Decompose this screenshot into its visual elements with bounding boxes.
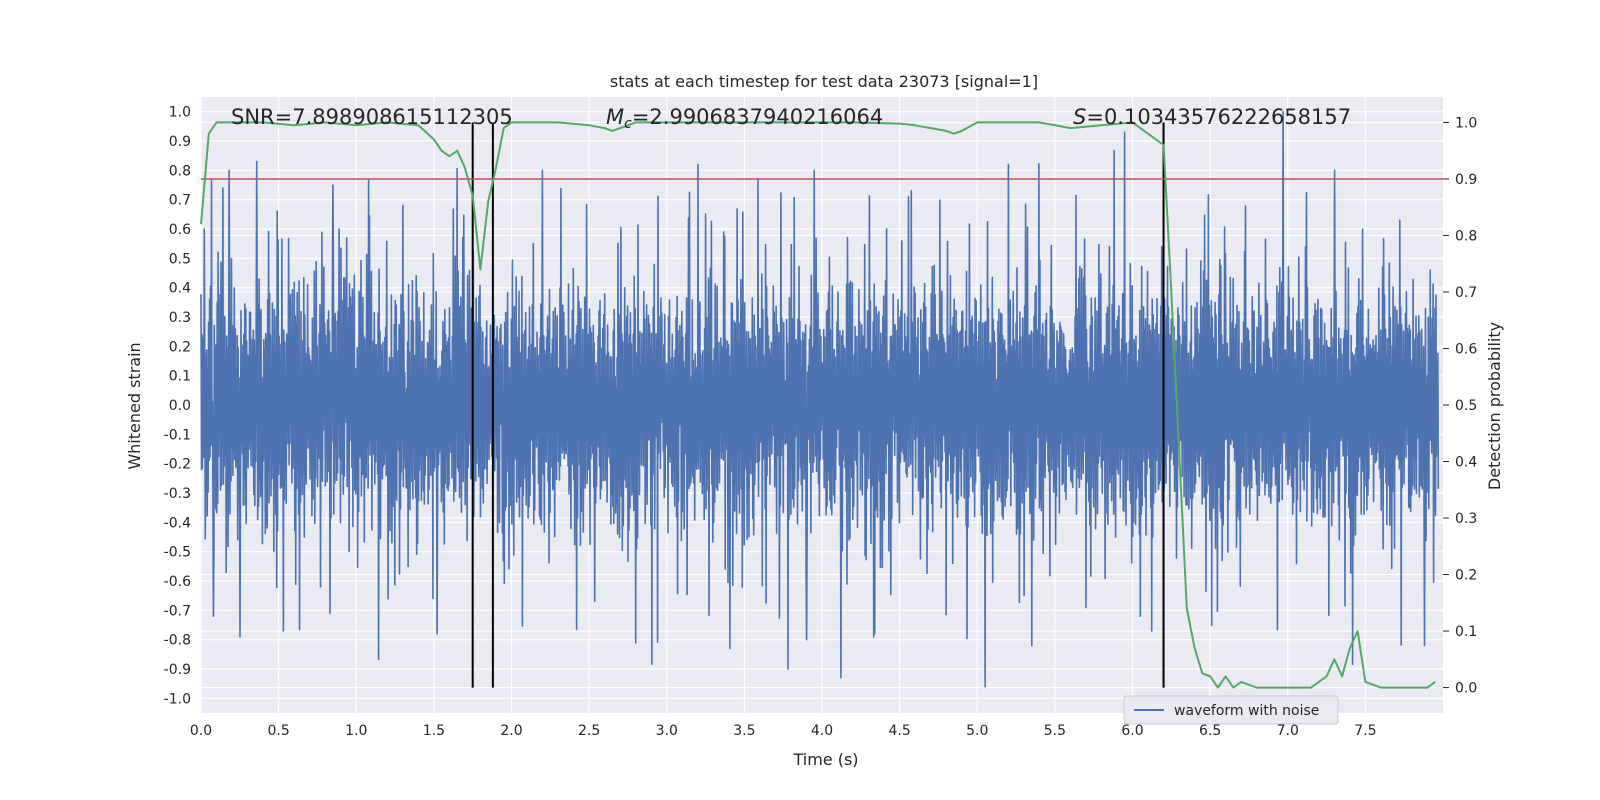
y2-tick-label: 0.4 — [1455, 455, 1477, 471]
x-tick-label: 1.0 — [345, 723, 367, 739]
y-tick-label: -0.7 — [164, 603, 191, 619]
waveform-series — [200, 110, 1440, 688]
x-tick-label: 3.5 — [733, 723, 755, 739]
x-tick-label: 0.0 — [190, 723, 212, 739]
y-tick-label: 0.9 — [169, 134, 191, 150]
y2-tick-label: 0.8 — [1455, 228, 1477, 244]
y2-tick-label: 0.5 — [1455, 398, 1477, 414]
axes: 0.0 0.5 1.0 1.5 2.0 2.5 3.0 3.5 4.0 4.5 5.0 5.5 6.0 6… — [164, 105, 1478, 739]
x-tick-label: 7.0 — [1277, 723, 1299, 739]
y-tick-label: 0.5 — [169, 251, 191, 267]
y2-tick-label: 0.0 — [1455, 681, 1477, 697]
y-tick-label: -0.2 — [164, 457, 191, 473]
chirp-mass-value: =2.9906837940216064 — [632, 105, 883, 129]
y-tick-label: -0.1 — [164, 427, 191, 443]
y2-tick-label: 0.9 — [1455, 172, 1477, 188]
s-annotation: S=0.10343576222658157 — [1073, 105, 1351, 129]
chirp-mass-annotation: Mc=2.9906837940216064 — [606, 105, 883, 132]
chirp-mass-symbol: M — [606, 105, 624, 129]
y2-tick-label: 0.7 — [1455, 285, 1477, 301]
x-tick-label: 6.0 — [1121, 723, 1143, 739]
y-tick-label: -0.3 — [164, 486, 191, 502]
waveform-line — [200, 110, 1440, 688]
y-tick-label: 0.1 — [169, 369, 191, 385]
y-tick-label: 0.6 — [169, 222, 191, 238]
y-tick-label: 0.4 — [169, 281, 191, 297]
probability-series — [200, 121, 1443, 689]
y-tick-label: 0.3 — [169, 310, 191, 326]
x-tick-label: 0.5 — [267, 723, 289, 739]
y-axis-title: Whitened strain — [125, 342, 144, 469]
x-tick-label: 2.5 — [578, 723, 600, 739]
x-tick-label: 1.5 — [423, 723, 445, 739]
y2-axis-title: Detection probability — [1485, 322, 1504, 490]
y2-tick-label: 0.2 — [1455, 568, 1477, 584]
x-tick-label: 7.5 — [1354, 723, 1376, 739]
x-tick-label: 4.5 — [888, 723, 910, 739]
y-tick-label: -1.0 — [164, 691, 191, 707]
legend-label: waveform with noise — [1174, 703, 1319, 719]
x-tick-label: 3.0 — [656, 723, 678, 739]
y-tick-label: 0.7 — [169, 193, 191, 209]
y-tick-label: 0.8 — [169, 163, 191, 179]
chirp-mass-subscript: c — [624, 116, 632, 132]
y-tick-label: -0.8 — [164, 633, 191, 649]
chart-title: stats at each timestep for test data 230… — [610, 72, 1038, 91]
vertical-markers — [471, 122, 1165, 688]
probability-line — [200, 121, 1436, 689]
y-tick-label: -0.5 — [164, 545, 191, 561]
x-tick-label: 5.5 — [1044, 723, 1066, 739]
y-tick-label: -0.9 — [164, 662, 191, 678]
x-tick-label: 4.0 — [811, 723, 833, 739]
y-tick-label: 0.2 — [169, 339, 191, 355]
y2-tick-label: 0.6 — [1455, 341, 1477, 357]
y2-tick-label: 0.1 — [1455, 624, 1477, 640]
y-tick-label: 0.0 — [169, 398, 191, 414]
s-symbol: S — [1073, 105, 1086, 129]
legend: waveform with noise — [1123, 695, 1339, 725]
x-tick-label: 6.5 — [1199, 723, 1221, 739]
legend-box — [1123, 695, 1339, 725]
s-value: =0.10343576222658157 — [1086, 105, 1351, 129]
x-axis-title: Time (s) — [792, 750, 858, 769]
snr-annotation: SNR=7.898908615112305 — [231, 105, 513, 129]
x-tick-label: 2.0 — [500, 723, 522, 739]
y-tick-label: -0.4 — [164, 515, 191, 531]
y-tick-label: 1.0 — [169, 105, 191, 121]
y2-tick-label: 0.3 — [1455, 511, 1477, 527]
x-tick-label: 5.0 — [966, 723, 988, 739]
y2-tick-label: 1.0 — [1455, 115, 1477, 131]
y-tick-label: -0.6 — [164, 574, 191, 590]
